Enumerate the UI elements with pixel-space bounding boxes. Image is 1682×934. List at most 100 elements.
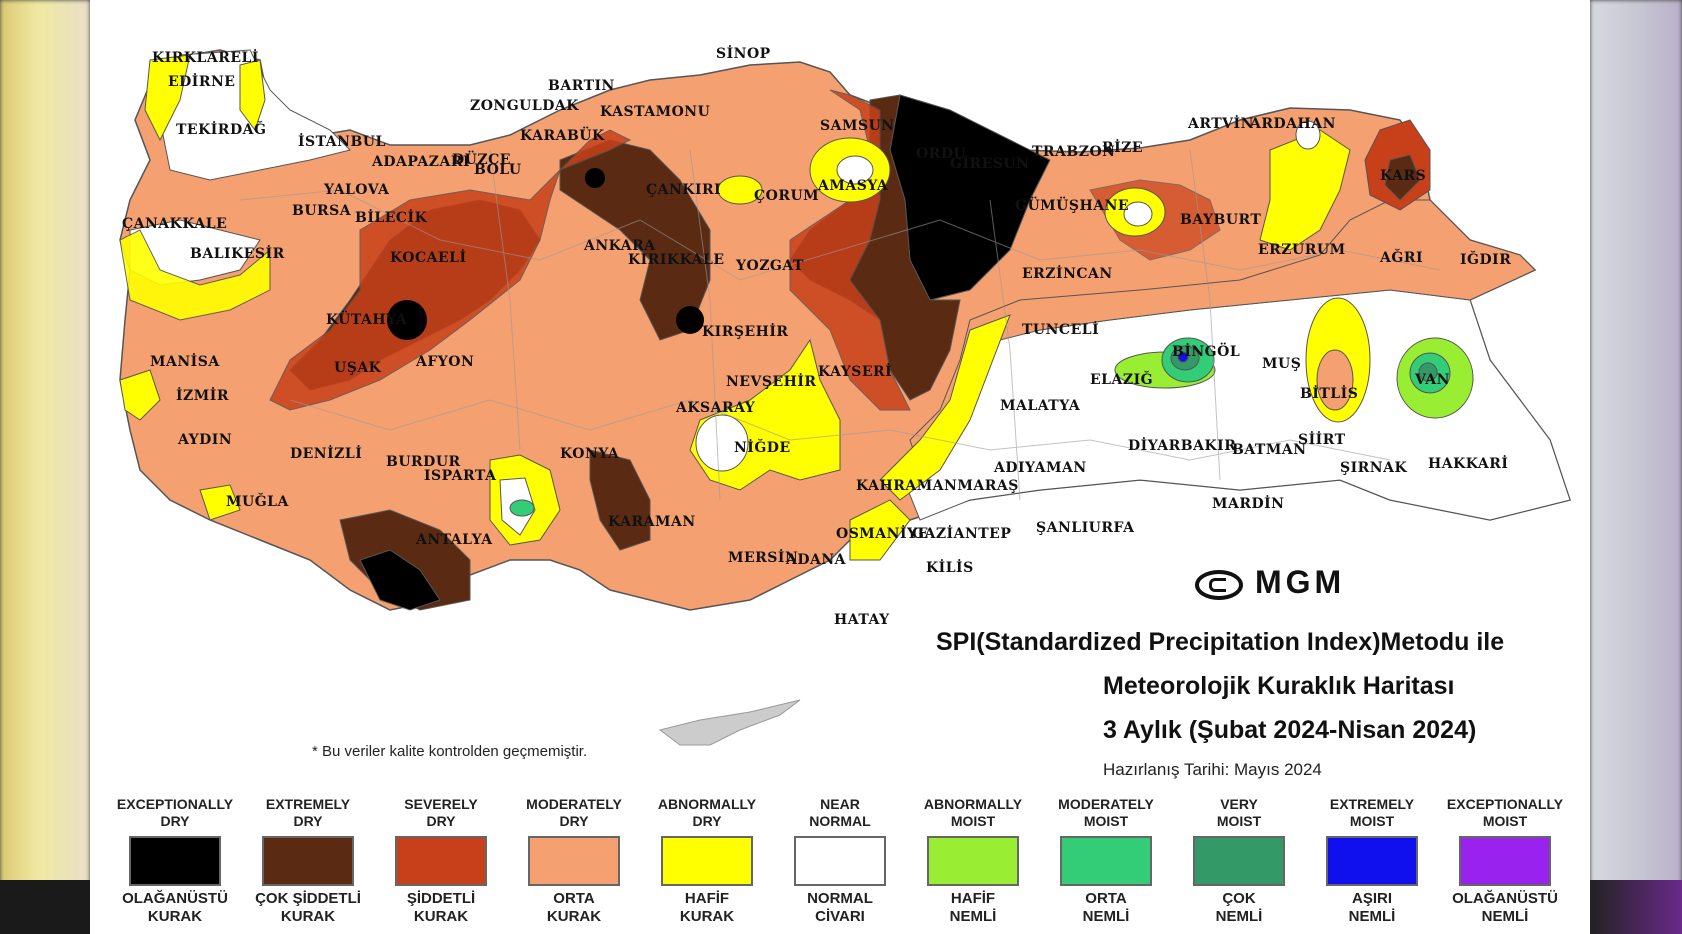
region-exceptionally-dry-bolu: [585, 168, 605, 188]
legend-turkish-label: AŞIRI NEMLİ: [1348, 890, 1396, 925]
city-label: İZMİR: [176, 388, 229, 404]
logo-text: MGM: [1255, 564, 1346, 600]
city-label: MUŞ: [1262, 356, 1302, 372]
map-title-line2: Meteorolojik Kuraklık Haritası: [1103, 672, 1455, 700]
legend-english-label: SEVERELY DRY: [404, 796, 478, 829]
legend-color-swatch: [661, 836, 753, 886]
legend-color-swatch: [1060, 836, 1152, 886]
legend-item: EXCEPTIONALLY MOIST OLAĞANÜSTÜ NEMLİ: [1440, 796, 1570, 926]
city-label: KAHRAMANMARAŞ: [856, 478, 1019, 494]
city-label: ÇANKIRI: [646, 182, 722, 198]
region-abnormally-dry-east-ring: [879, 314, 1011, 501]
city-label: BURDUR: [386, 454, 461, 470]
city-label: MANİSA: [150, 354, 220, 370]
legend-color-swatch: [1459, 836, 1551, 886]
background-right-blur: [1590, 0, 1682, 934]
legend-turkish-label: ÇOK ŞİDDETLİ KURAK: [255, 890, 361, 925]
city-label: HATAY: [834, 612, 890, 628]
province-borders: [239, 149, 1441, 501]
city-label: GAZİANTEP: [912, 526, 1012, 542]
city-label: DÜZCE: [452, 152, 511, 168]
region-abnormally-dry-aegean-coast: [119, 369, 161, 421]
region-exceptionally-dry-kutahya: [387, 300, 427, 340]
legend-english-label: EXTREMELY MOIST: [1329, 796, 1415, 829]
city-label: ERZURUM: [1258, 242, 1346, 258]
region-severely-dry-ring-west: [269, 129, 632, 411]
legend-color-swatch: [129, 836, 221, 886]
legend-english-label: EXTREMELY DRY: [265, 796, 351, 829]
city-label: KIRIKKALE: [628, 252, 725, 268]
legend-turkish-label: ŞİDDETLİ KURAK: [406, 890, 476, 925]
city-label: KASTAMONU: [600, 104, 711, 120]
city-label: ANKARA: [584, 238, 656, 254]
region-extremely-moist-elazig: [1177, 351, 1189, 363]
region-extremely-dry-konya: [589, 449, 651, 551]
background-left-bottom: [0, 880, 90, 934]
city-label: KOCAELİ: [390, 250, 467, 266]
legend-item: VERY MOIST ÇOK NEMLİ: [1174, 796, 1304, 926]
city-label: KONYA: [560, 446, 620, 462]
region-extremely-dry-kars: [1384, 154, 1421, 201]
legend-english-label: ABNORMALLY DRY: [657, 796, 757, 829]
city-label: MERSİN: [728, 550, 799, 566]
mgm-logo: MGM: [1195, 564, 1345, 601]
city-label: YOZGAT: [736, 258, 804, 274]
city-label: AĞRI: [1380, 250, 1424, 266]
city-label: BOLU: [474, 162, 522, 178]
city-label: DİYARBAKIR: [1128, 438, 1237, 454]
region-moderately-moist-antalya: [509, 499, 535, 517]
city-label: SAMSUN: [820, 118, 895, 134]
city-label: IĞDIR: [1460, 252, 1512, 268]
legend-color-swatch: [927, 836, 1019, 886]
city-label: ZONGULDAK: [470, 98, 579, 114]
city-label: KÜTAHYA: [326, 312, 408, 328]
legend-turkish-label: ORTA KURAK: [546, 890, 602, 925]
city-label: KARABÜK: [520, 128, 605, 144]
legend-english-label: NEAR NORMAL: [809, 796, 871, 829]
city-label: YALOVA: [324, 182, 390, 198]
city-label: ORDU: [916, 146, 967, 162]
legend-turkish-label: OLAĞANÜSTÜ KURAK: [122, 890, 228, 925]
cyprus-island: [658, 699, 801, 746]
legend-item: EXTREMELY DRY ÇOK ŞİDDETLİ KURAK: [243, 796, 373, 926]
city-label: MARDİN: [1212, 496, 1285, 512]
legend-english-label: MODERATELY DRY: [526, 796, 622, 829]
city-label: ADANA: [786, 552, 847, 568]
background-left-blur: [0, 0, 90, 934]
city-label: AYDIN: [178, 432, 233, 448]
region-very-moist-van: [1418, 362, 1438, 382]
legend-item: EXTREMELY MOIST AŞIRI NEMLİ: [1307, 796, 1437, 926]
legend-color-swatch: [528, 836, 620, 886]
copyright-icon: [1195, 569, 1243, 600]
city-label: VAN: [1415, 372, 1450, 388]
region-abnormally-dry-northeast: [1259, 129, 1351, 251]
region-abnormally-dry-thrace: [144, 54, 191, 142]
city-label: BAYBURT: [1180, 212, 1262, 228]
legend-turkish-label: ÇOK NEMLİ: [1215, 890, 1263, 925]
legend-color-swatch: [794, 836, 886, 886]
city-label: ARDAHAN: [1250, 116, 1336, 132]
map-title-line3: 3 Aylık (Şubat 2024-Nisan 2024): [1103, 716, 1477, 744]
city-label: KİLİS: [926, 560, 974, 576]
city-label: KAYSERİ: [818, 364, 893, 380]
city-label: TUNCELİ: [1022, 322, 1100, 338]
legend-turkish-label: HAFİF KURAK: [679, 890, 735, 925]
city-label: OSMANİYE: [836, 526, 929, 542]
city-label: ELAZIĞ: [1090, 372, 1154, 388]
region-abnormally-dry-edirne-strip: [239, 59, 266, 132]
background-right-bottom: [1590, 880, 1682, 934]
city-label: AFYON: [416, 354, 475, 370]
city-label: AKSARAY: [676, 400, 756, 416]
city-label: ŞANLIURFA: [1036, 520, 1135, 536]
legend-english-label: VERY MOIST: [1216, 796, 1262, 829]
city-label: BİNGÖL: [1172, 344, 1241, 360]
legend-item: MODERATELY MOIST ORTA NEMLİ: [1041, 796, 1171, 926]
city-label: NİĞDE: [734, 440, 791, 456]
legend-english-label: ABNORMALLY MOIST: [923, 796, 1023, 829]
region-abnormally-dry-marmara-west: [119, 229, 271, 321]
city-label: MUĞLA: [226, 494, 289, 510]
region-exceptionally-dry-ankara: [676, 306, 704, 334]
city-label: KARAMAN: [608, 514, 696, 530]
legend-item: MODERATELY DRY ORTA KURAK: [509, 796, 639, 926]
city-label: BİLECİK: [355, 210, 428, 226]
